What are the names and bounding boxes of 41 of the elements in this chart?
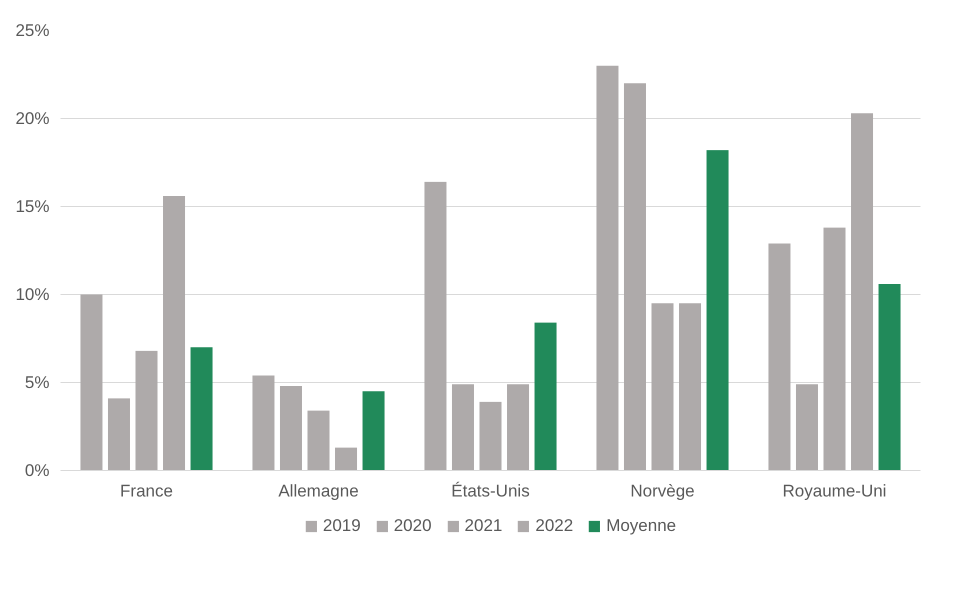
y-tick-label: 0% [24, 461, 50, 480]
legend-label: 2020 [394, 516, 432, 536]
bar [796, 384, 818, 470]
bar [452, 384, 474, 470]
bar [190, 347, 213, 470]
bar [651, 303, 674, 470]
bar [596, 66, 618, 470]
legend-label: 2021 [464, 516, 502, 536]
bar [851, 113, 874, 470]
bar [252, 375, 274, 470]
bar [534, 322, 557, 470]
bar [823, 228, 846, 470]
x-tick-label: Norvège [630, 482, 695, 500]
bar [424, 182, 446, 470]
y-tick-label: 15% [15, 197, 50, 216]
legend-label: 2019 [322, 516, 361, 536]
bar [706, 150, 729, 470]
bar [507, 384, 530, 470]
bar [679, 303, 702, 470]
y-tick-label: 10% [15, 285, 50, 304]
y-tick-label: 20% [15, 109, 50, 128]
y-tick-label: 5% [24, 373, 50, 392]
legend-label: 2022 [535, 516, 574, 536]
bar [479, 402, 502, 470]
bar [163, 196, 186, 470]
bar [768, 243, 790, 470]
y-tick-label: 25% [15, 21, 50, 40]
bar [624, 83, 646, 470]
bar [280, 386, 302, 470]
x-tick-label: États-Unis [451, 482, 530, 500]
legend-label: Moyenne [606, 516, 676, 536]
bar [335, 448, 358, 470]
x-tick-label: France [120, 482, 173, 500]
x-tick-label: Royaume-Uni [782, 482, 886, 500]
x-tick-label: Allemagne [278, 482, 359, 500]
bar [362, 391, 385, 470]
bar [878, 284, 901, 470]
bar [108, 398, 130, 470]
bar [80, 294, 102, 470]
bar [135, 350, 158, 470]
bar [307, 410, 330, 470]
